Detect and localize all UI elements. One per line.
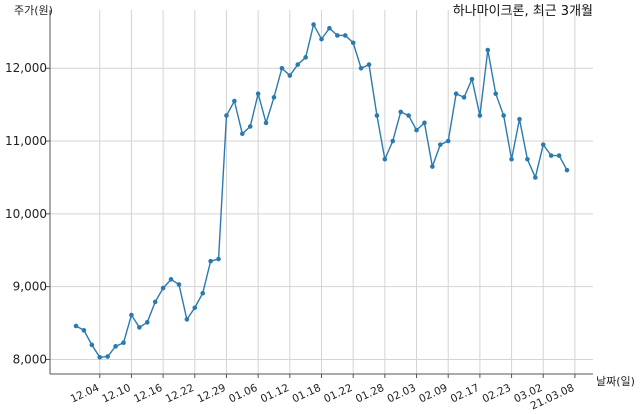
x-tick-label: 01.06	[227, 382, 260, 406]
data-point	[81, 328, 87, 333]
data-point	[224, 113, 229, 118]
data-point	[437, 142, 443, 147]
data-point	[113, 344, 118, 349]
x-tick-label: 12.10	[100, 382, 132, 406]
data-point	[374, 113, 380, 118]
y-tick-label: 10,000	[5, 207, 47, 221]
y-tick-labels: 8,000 9,000 10,000 11,000 12,000	[5, 61, 47, 366]
data-point	[350, 40, 356, 46]
x-tick-label: 02.03	[385, 382, 417, 406]
x-tick-label: 01.12	[259, 382, 291, 406]
data-point	[255, 91, 261, 97]
y-tick-label: 8,000	[13, 352, 47, 366]
data-point	[342, 33, 348, 38]
data-point	[414, 127, 419, 133]
data-point	[121, 340, 126, 345]
x-tick-labels: 12.04 12.10 12.16 12.22 12.29 01.06 01.12 01.18…	[69, 382, 576, 413]
data-point	[279, 65, 285, 71]
data-point	[327, 25, 332, 31]
data-point	[445, 138, 451, 144]
data-point	[184, 317, 190, 322]
data-point	[295, 62, 301, 67]
data-point	[303, 55, 308, 60]
x-tick-label: 01.28	[354, 382, 386, 406]
data-point	[311, 22, 316, 27]
data-points	[73, 22, 570, 360]
axes	[46, 10, 593, 378]
grid	[50, 10, 593, 374]
x-tick-label: 02.09	[417, 382, 449, 406]
x-tick-label: 01.18	[290, 382, 322, 406]
x-tick-label: 12.29	[195, 382, 227, 406]
data-point	[358, 65, 364, 71]
data-point	[525, 156, 530, 162]
x-tick-label: 12.16	[132, 382, 165, 406]
data-point	[564, 167, 570, 173]
data-point	[192, 305, 198, 311]
data-point	[176, 282, 182, 287]
data-point	[366, 62, 372, 67]
data-point	[406, 113, 411, 118]
x-tick-label: 01.22	[322, 382, 354, 406]
data-point	[430, 164, 435, 169]
data-point	[240, 131, 245, 137]
data-point	[144, 320, 150, 325]
x-tick-label: 12.22	[164, 382, 196, 406]
data-point	[493, 91, 499, 97]
data-point	[461, 95, 467, 100]
data-point	[390, 138, 396, 144]
data-point	[168, 277, 174, 282]
x-tick-label: 12.04	[69, 382, 102, 406]
data-point	[263, 120, 269, 126]
data-point	[216, 256, 221, 262]
data-point	[232, 98, 237, 104]
data-point	[271, 95, 277, 100]
data-point	[548, 153, 554, 158]
data-point	[152, 299, 158, 305]
data-point	[137, 325, 142, 330]
data-point	[105, 354, 110, 359]
data-point	[517, 116, 522, 122]
data-point	[533, 175, 538, 180]
data-point	[208, 258, 213, 264]
data-point	[382, 156, 388, 162]
x-axis-label: 날짜(일)	[596, 374, 635, 388]
data-point	[556, 153, 562, 158]
x-tick-label: 02.17	[449, 382, 481, 406]
data-point	[97, 354, 103, 360]
y-tick-label: 12,000	[5, 61, 47, 75]
data-point	[287, 73, 293, 78]
data-point	[335, 33, 340, 38]
y-tick-label: 9,000	[13, 280, 47, 294]
data-point	[89, 342, 95, 348]
data-point	[501, 113, 506, 118]
data-point	[200, 290, 206, 296]
data-point	[477, 113, 483, 118]
data-point	[160, 285, 166, 291]
y-axis-label: 주가(원)	[14, 4, 53, 17]
data-point	[319, 36, 324, 42]
data-point	[422, 120, 427, 126]
data-point	[453, 91, 459, 97]
data-point	[540, 142, 546, 147]
chart-title: 하나마이크론, 최근 3개월	[453, 4, 593, 19]
y-tick-label: 11,000	[5, 134, 47, 148]
data-point	[129, 312, 134, 318]
data-point	[469, 76, 475, 82]
data-point	[247, 124, 253, 129]
data-point	[509, 156, 514, 162]
data-point	[73, 323, 79, 329]
x-tick-label: 02.23	[481, 382, 513, 406]
data-point	[398, 109, 403, 115]
data-point	[485, 47, 491, 53]
